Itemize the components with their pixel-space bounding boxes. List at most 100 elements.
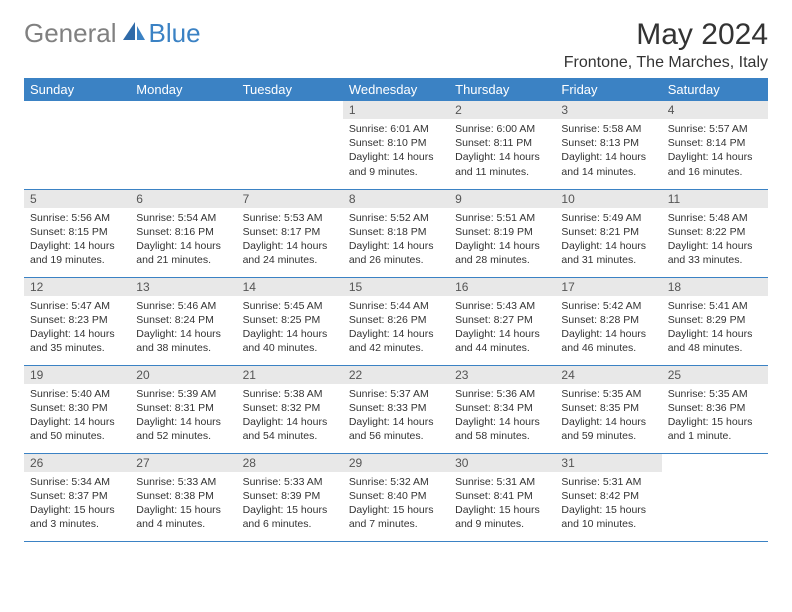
day-details: Sunrise: 5:43 AMSunset: 8:27 PMDaylight:… (449, 296, 555, 360)
day-number (24, 101, 130, 119)
sunset-text: Sunset: 8:24 PM (136, 313, 230, 327)
daylight-text: Daylight: 15 hours and 3 minutes. (30, 503, 124, 531)
calendar-day-cell: 28Sunrise: 5:33 AMSunset: 8:39 PMDayligh… (237, 453, 343, 541)
day-number: 16 (449, 278, 555, 296)
day-number: 27 (130, 454, 236, 472)
sunrise-text: Sunrise: 5:43 AM (455, 299, 549, 313)
day-details: Sunrise: 5:34 AMSunset: 8:37 PMDaylight:… (24, 472, 130, 536)
day-details: Sunrise: 5:52 AMSunset: 8:18 PMDaylight:… (343, 208, 449, 272)
calendar-day-cell: 22Sunrise: 5:37 AMSunset: 8:33 PMDayligh… (343, 365, 449, 453)
daylight-text: Daylight: 14 hours and 54 minutes. (243, 415, 337, 443)
day-number: 1 (343, 101, 449, 119)
sunset-text: Sunset: 8:42 PM (561, 489, 655, 503)
sunrise-text: Sunrise: 5:39 AM (136, 387, 230, 401)
calendar-day-cell (662, 453, 768, 541)
sunrise-text: Sunrise: 5:42 AM (561, 299, 655, 313)
sunrise-text: Sunrise: 5:56 AM (30, 211, 124, 225)
calendar-table: Sunday Monday Tuesday Wednesday Thursday… (24, 78, 768, 542)
daylight-text: Daylight: 14 hours and 9 minutes. (349, 150, 443, 178)
day-number: 21 (237, 366, 343, 384)
sunset-text: Sunset: 8:19 PM (455, 225, 549, 239)
day-details: Sunrise: 6:00 AMSunset: 8:11 PMDaylight:… (449, 119, 555, 183)
sunrise-text: Sunrise: 6:01 AM (349, 122, 443, 136)
sunrise-text: Sunrise: 5:52 AM (349, 211, 443, 225)
day-number (237, 101, 343, 119)
day-details: Sunrise: 5:48 AMSunset: 8:22 PMDaylight:… (662, 208, 768, 272)
weekday-header: Friday (555, 78, 661, 101)
day-details: Sunrise: 5:31 AMSunset: 8:41 PMDaylight:… (449, 472, 555, 536)
daylight-text: Daylight: 14 hours and 58 minutes. (455, 415, 549, 443)
day-details: Sunrise: 5:40 AMSunset: 8:30 PMDaylight:… (24, 384, 130, 448)
calendar-day-cell: 9Sunrise: 5:51 AMSunset: 8:19 PMDaylight… (449, 189, 555, 277)
sunset-text: Sunset: 8:34 PM (455, 401, 549, 415)
daylight-text: Daylight: 14 hours and 26 minutes. (349, 239, 443, 267)
sunset-text: Sunset: 8:27 PM (455, 313, 549, 327)
calendar-week-row: 5 Sunrise: 5:56 AMSunset: 8:15 PM Daylight… (24, 189, 768, 277)
calendar-day-cell: 20Sunrise: 5:39 AMSunset: 8:31 PMDayligh… (130, 365, 236, 453)
day-number: 23 (449, 366, 555, 384)
day-details: Sunrise: 5:58 AMSunset: 8:13 PMDaylight:… (555, 119, 661, 183)
day-number: 18 (662, 278, 768, 296)
day-number: 11 (662, 190, 768, 208)
day-number: 4 (662, 101, 768, 119)
day-details: Sunrise: 5:41 AMSunset: 8:29 PMDaylight:… (662, 296, 768, 360)
sunset-text: Sunset: 8:30 PM (30, 401, 124, 415)
sunrise-text: Sunrise: 5:31 AM (561, 475, 655, 489)
day-number: 28 (237, 454, 343, 472)
logo-text-blue: Blue (149, 18, 201, 49)
day-number: 9 (449, 190, 555, 208)
sunset-text: Sunset: 8:29 PM (668, 313, 762, 327)
sunset-text: Sunset: 8:33 PM (349, 401, 443, 415)
sunrise-text: Sunrise: 5:33 AM (136, 475, 230, 489)
daylight-text: Daylight: 14 hours and 46 minutes. (561, 327, 655, 355)
day-number: 5 (24, 190, 130, 208)
day-number: 15 (343, 278, 449, 296)
calendar-day-cell: 25Sunrise: 5:35 AMSunset: 8:36 PMDayligh… (662, 365, 768, 453)
sunset-text: Sunset: 8:22 PM (668, 225, 762, 239)
calendar-week-row: 12Sunrise: 5:47 AMSunset: 8:23 PMDayligh… (24, 277, 768, 365)
day-details: Sunrise: 5:51 AMSunset: 8:19 PMDaylight:… (449, 208, 555, 272)
day-number: 26 (24, 454, 130, 472)
sunrise-text: Sunrise: 5:47 AM (30, 299, 124, 313)
weekday-header: Monday (130, 78, 236, 101)
day-number: 29 (343, 454, 449, 472)
sunset-text: Sunset: 8:35 PM (561, 401, 655, 415)
sunset-text: Sunset: 8:18 PM (349, 225, 443, 239)
daylight-text: Daylight: 14 hours and 42 minutes. (349, 327, 443, 355)
calendar-day-cell: 11Sunrise: 5:48 AMSunset: 8:22 PMDayligh… (662, 189, 768, 277)
calendar-day-cell: 3Sunrise: 5:58 AMSunset: 8:13 PMDaylight… (555, 101, 661, 189)
calendar-day-cell: 6Sunrise: 5:54 AMSunset: 8:16 PMDaylight… (130, 189, 236, 277)
daylight-text: Daylight: 14 hours and 38 minutes. (136, 327, 230, 355)
sunrise-text: Sunrise: 5:46 AM (136, 299, 230, 313)
sunrise-text: Sunrise: 5:35 AM (668, 387, 762, 401)
day-details: Sunrise: 5:53 AMSunset: 8:17 PMDaylight:… (237, 208, 343, 272)
sunrise-text: Sunrise: 5:31 AM (455, 475, 549, 489)
page-title: May 2024 (564, 18, 768, 52)
calendar-day-cell: 15Sunrise: 5:44 AMSunset: 8:26 PMDayligh… (343, 277, 449, 365)
weekday-header-row: Sunday Monday Tuesday Wednesday Thursday… (24, 78, 768, 101)
sunrise-text: Sunrise: 5:54 AM (136, 211, 230, 225)
daylight-text: Daylight: 15 hours and 10 minutes. (561, 503, 655, 531)
calendar-day-cell: 24Sunrise: 5:35 AMSunset: 8:35 PMDayligh… (555, 365, 661, 453)
calendar-day-cell (24, 101, 130, 189)
sunrise-text: Sunrise: 5:32 AM (349, 475, 443, 489)
calendar-day-cell: 5Sunrise: 5:56 AMSunset: 8:15 PMDaylight… (24, 189, 130, 277)
daylight-text: Daylight: 14 hours and 14 minutes. (561, 150, 655, 178)
day-number: 12 (24, 278, 130, 296)
daylight-text: Daylight: 15 hours and 6 minutes. (243, 503, 337, 531)
sunrise-text: Sunrise: 5:44 AM (349, 299, 443, 313)
calendar-week-row: 26Sunrise: 5:34 AMSunset: 8:37 PMDayligh… (24, 453, 768, 541)
calendar-day-cell: 4Sunrise: 5:57 AMSunset: 8:14 PMDaylight… (662, 101, 768, 189)
calendar-day-cell: 10Sunrise: 5:49 AMSunset: 8:21 PMDayligh… (555, 189, 661, 277)
day-details: Sunrise: 5:35 AMSunset: 8:36 PMDaylight:… (662, 384, 768, 448)
weekday-header: Sunday (24, 78, 130, 101)
day-number: 6 (130, 190, 236, 208)
sunset-text: Sunset: 8:15 PM (30, 225, 124, 239)
weekday-header: Wednesday (343, 78, 449, 101)
day-number (662, 454, 768, 472)
daylight-text: Daylight: 14 hours and 21 minutes. (136, 239, 230, 267)
calendar-day-cell (130, 101, 236, 189)
daylight-text: Daylight: 14 hours and 40 minutes. (243, 327, 337, 355)
daylight-text: Daylight: 14 hours and 24 minutes. (243, 239, 337, 267)
calendar-day-cell: 21Sunrise: 5:38 AMSunset: 8:32 PMDayligh… (237, 365, 343, 453)
